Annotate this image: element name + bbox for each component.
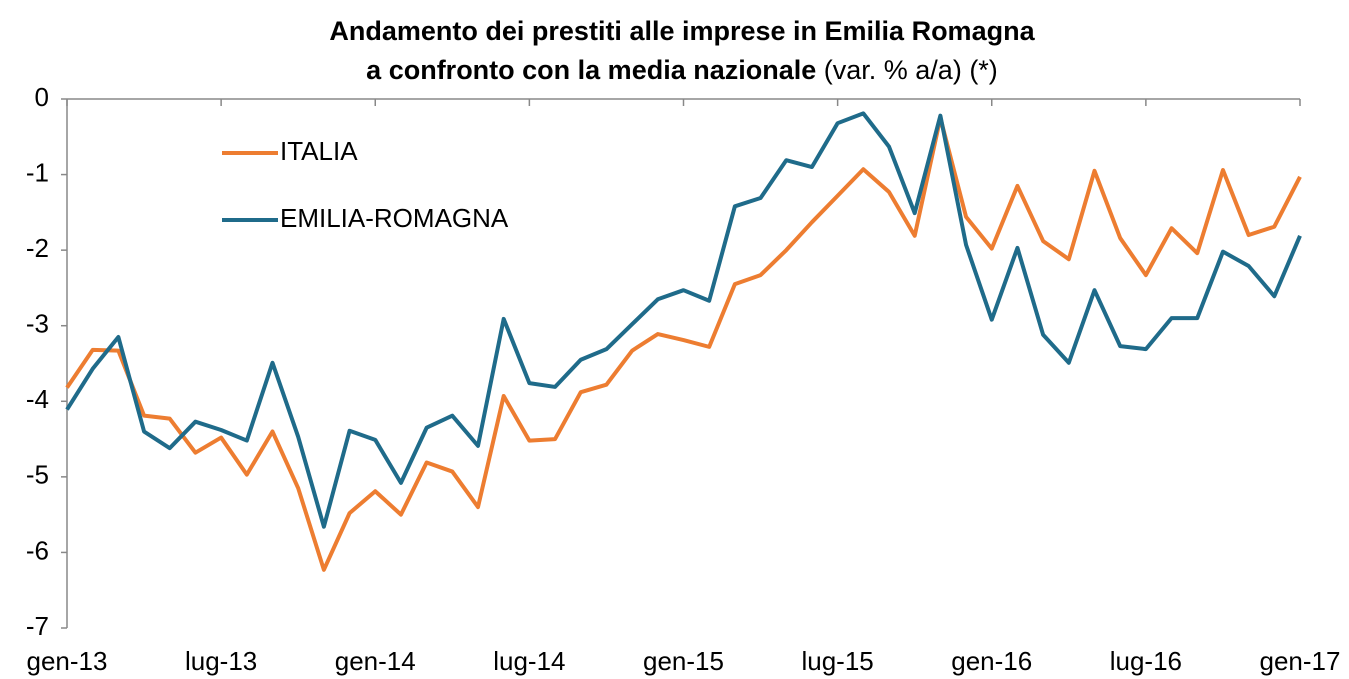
y-tick-label: -7: [26, 611, 49, 641]
y-tick-label: -4: [26, 384, 49, 414]
line-series: [65, 111, 1302, 529]
title-regular: (var. % a/a) (*): [824, 55, 998, 85]
chart-title: Andamento dei prestiti alle imprese in E…: [329, 16, 1035, 46]
x-tick-label: lug-14: [493, 646, 565, 676]
title-bold: a confronto con la media nazionale: [366, 55, 816, 85]
y-tick-label: -6: [26, 535, 49, 565]
y-tick-label: 0: [35, 82, 49, 112]
y-tick-label: -5: [26, 460, 49, 490]
x-tick-label: gen-15: [643, 646, 724, 676]
legend-label: ITALIA: [280, 136, 358, 166]
x-tick-label: gen-16: [951, 646, 1032, 676]
x-tick-label: lug-16: [1110, 646, 1182, 676]
y-tick-label: -2: [26, 233, 49, 263]
x-tick-label: gen-17: [1260, 646, 1341, 676]
y-tick-label: -3: [26, 309, 49, 339]
legend-label: EMILIA-ROMAGNA: [280, 203, 509, 233]
x-tick-label: gen-14: [335, 646, 416, 676]
x-tick-label: lug-13: [185, 646, 257, 676]
x-tick-label: lug-15: [801, 646, 873, 676]
chart-subtitle: a confronto con la media nazionale (var.…: [366, 55, 998, 85]
line-series: [65, 115, 1302, 572]
x-tick-label: gen-13: [27, 646, 108, 676]
y-tick-label: -1: [26, 157, 49, 187]
